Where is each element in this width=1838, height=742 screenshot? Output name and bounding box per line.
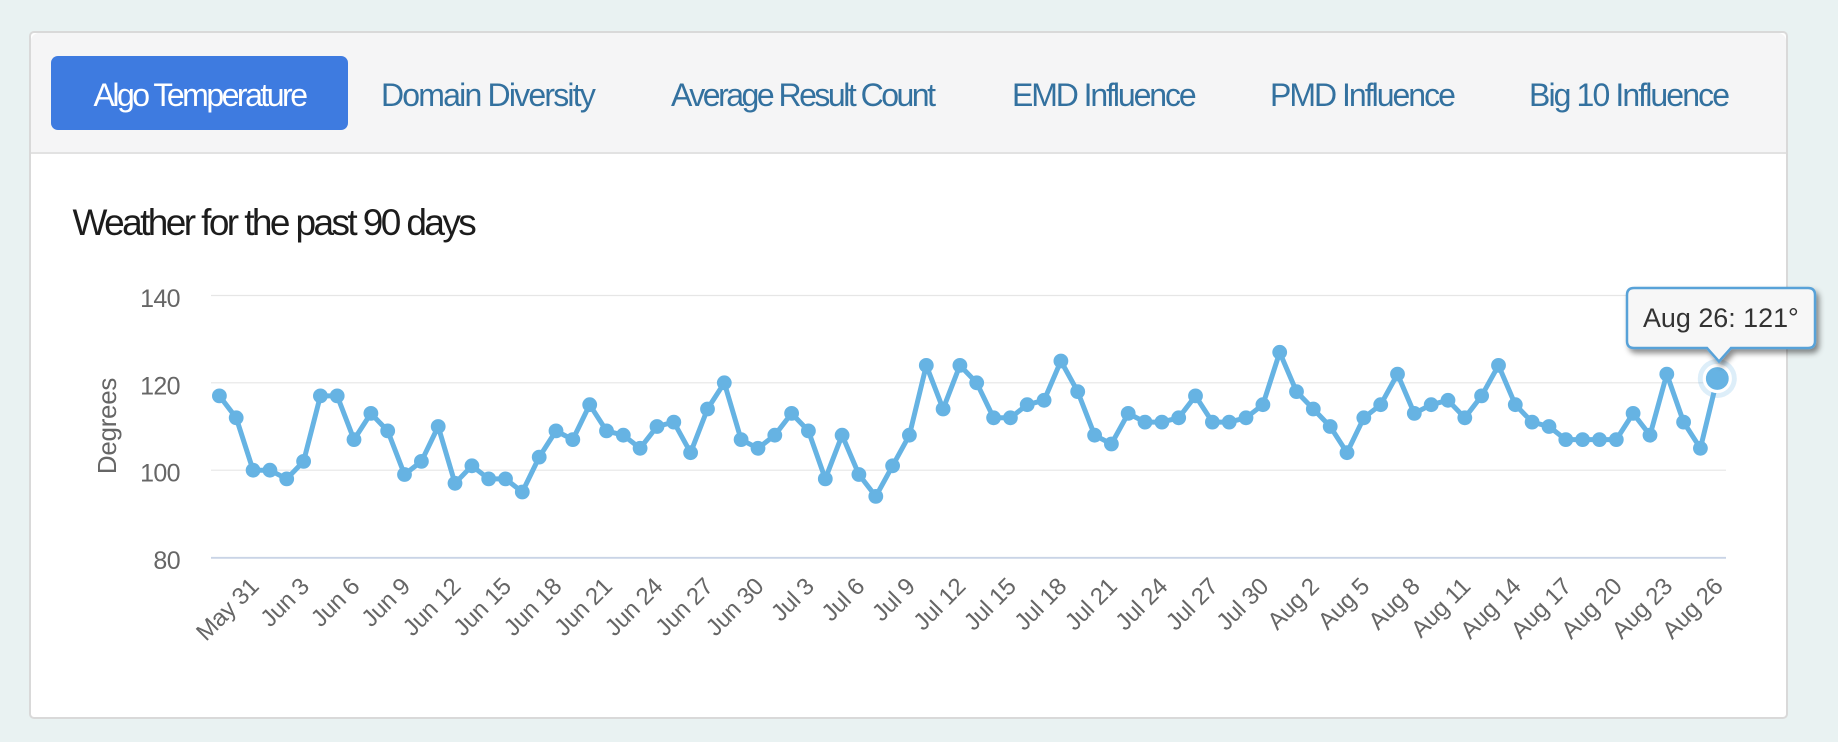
svg-text:Aug 26: 121°: Aug 26: 121° [1643,303,1799,333]
svg-text:May 31: May 31 [191,573,264,646]
svg-text:Jul 6: Jul 6 [817,573,871,627]
svg-text:Degrees: Degrees [92,378,122,474]
svg-text:Jul 3: Jul 3 [766,573,820,627]
svg-text:Jul 12: Jul 12 [908,573,971,636]
svg-text:Jul 21: Jul 21 [1060,573,1123,636]
svg-text:Jul 18: Jul 18 [1009,573,1072,636]
svg-text:140: 140 [140,285,180,313]
svg-text:Aug 5: Aug 5 [1313,573,1375,635]
svg-text:Jul 27: Jul 27 [1161,573,1224,636]
svg-text:Jun 30: Jun 30 [701,573,769,641]
svg-text:Jul 24: Jul 24 [1110,573,1173,636]
svg-text:120: 120 [140,372,180,400]
svg-text:Jun 3: Jun 3 [255,573,314,632]
svg-text:Aug 2: Aug 2 [1262,573,1324,635]
svg-text:Jul 30: Jul 30 [1211,573,1274,636]
svg-text:Jul 15: Jul 15 [959,573,1022,636]
svg-text:Jun 6: Jun 6 [306,573,365,632]
svg-text:100: 100 [140,460,180,488]
svg-text:80: 80 [153,547,180,575]
